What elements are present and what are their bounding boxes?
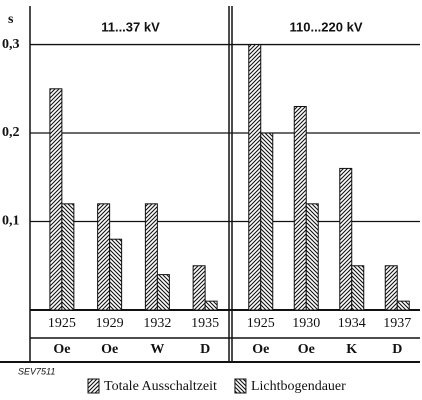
bar [49, 88, 63, 311]
panel-title: 110...220 kV [289, 19, 362, 34]
bar [192, 265, 206, 311]
bar [204, 300, 218, 311]
bar [293, 105, 307, 311]
legend-label: Totale Ausschaltzeit [104, 379, 217, 394]
x-tick-label: 1930 [292, 316, 320, 331]
bar [156, 274, 170, 311]
group-label: K [346, 342, 357, 357]
y-axis-label: s [8, 12, 14, 27]
group-label: D [200, 342, 210, 357]
x-tick-label: 1937 [383, 316, 411, 331]
group-label: D [392, 342, 402, 357]
figure-label: SEV7511 [18, 366, 55, 376]
group-label: Oe [252, 342, 269, 357]
x-tick-label: 1934 [338, 316, 366, 331]
y-tick-label: 0,3 [2, 37, 20, 52]
bar [351, 265, 365, 311]
x-tick-label: 1925 [48, 316, 76, 331]
legend-swatch [87, 378, 100, 394]
x-tick-label: 1932 [143, 316, 171, 331]
x-tick-label: 1929 [96, 316, 124, 331]
bar [97, 203, 111, 311]
group-label: Oe [53, 342, 70, 357]
y-tick-label: 0,1 [2, 214, 20, 229]
x-tick-label: 1935 [191, 316, 219, 331]
legend-swatch [234, 378, 247, 394]
bar [61, 203, 75, 311]
bar [305, 203, 319, 311]
bar [396, 300, 410, 311]
bar [384, 265, 398, 311]
panel-title: 11...37 kV [101, 19, 160, 34]
group-label: Oe [298, 342, 315, 357]
bar [109, 238, 123, 311]
y-tick-label: 0,2 [2, 125, 20, 140]
bar [339, 167, 353, 311]
bar [144, 203, 158, 311]
group-label: W [150, 342, 164, 357]
bar [260, 132, 274, 311]
group-label: Oe [101, 342, 118, 357]
legend-label: Lichtbogendauer [251, 379, 346, 394]
bar [248, 44, 262, 311]
x-tick-label: 1925 [247, 316, 275, 331]
